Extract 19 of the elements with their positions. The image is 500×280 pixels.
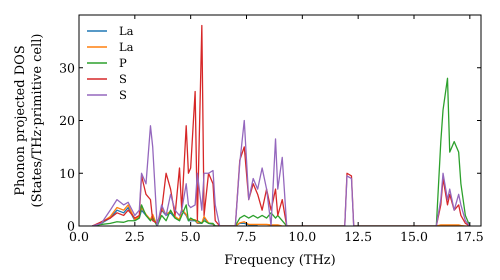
legend-label: P: [119, 56, 127, 70]
x-tick-label: 17.5: [456, 229, 484, 244]
x-tick-label: 15.0: [400, 229, 428, 244]
x-tick-label: 5.0: [180, 229, 201, 244]
x-axis-title: Frequency (THz): [224, 253, 336, 268]
legend-label: S: [119, 72, 127, 86]
legend-label: S: [119, 88, 127, 102]
x-tick-label: 12.5: [344, 229, 372, 244]
x-tick-label: 7.5: [236, 229, 256, 244]
y-tick-label: 10: [59, 166, 76, 181]
legend-label: La: [119, 24, 134, 38]
y-tick-label: 30: [59, 60, 76, 76]
line-series: [92, 120, 470, 226]
y-tick-label: 20: [59, 113, 76, 128]
x-tick-label: 0.0: [69, 229, 89, 244]
y-axis-title: Phonon projected DOS (States/THz·primitive cell): [13, 33, 45, 208]
x-tick-label: 2.5: [124, 229, 145, 244]
x-tick-label: 10.0: [288, 229, 316, 244]
legend-label: La: [119, 40, 134, 54]
